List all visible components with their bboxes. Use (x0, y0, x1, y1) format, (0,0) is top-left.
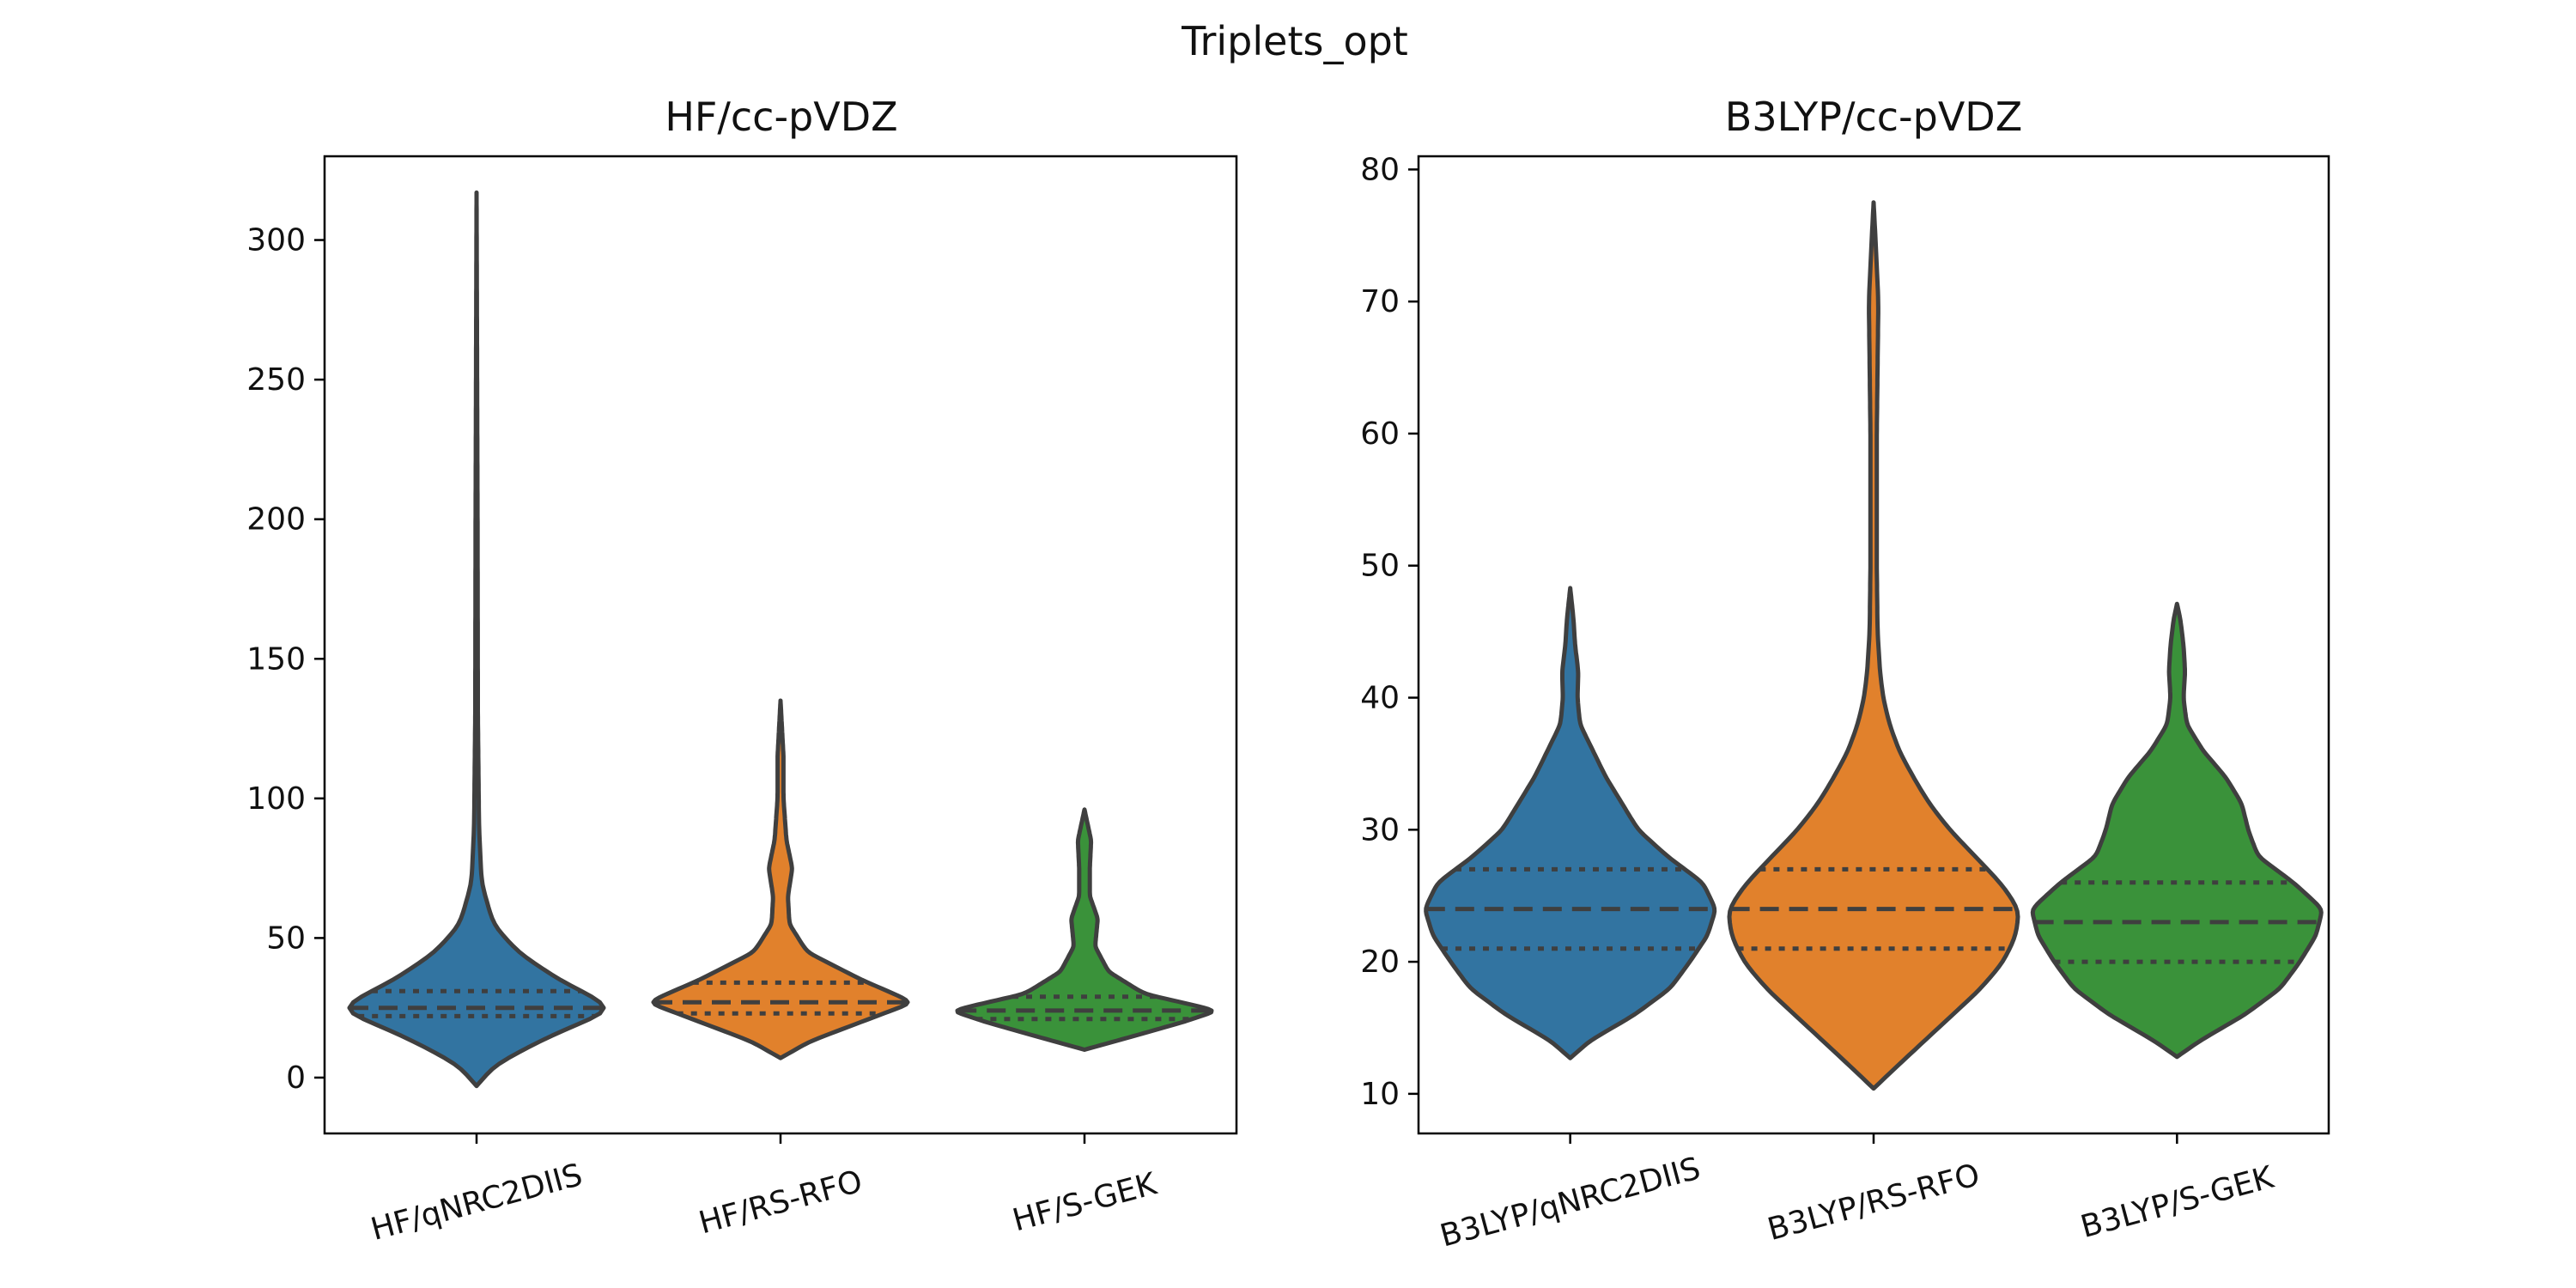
figure-title: Triplets_opt (1181, 18, 1408, 64)
y-tick-label: 150 (246, 641, 306, 677)
y-tick-label: 10 (1360, 1077, 1400, 1112)
y-tick-label: 20 (1360, 945, 1400, 980)
y-tick-label: 250 (246, 362, 306, 398)
violin-b3lyp-s-gek (2030, 601, 2324, 1060)
violin-hf-rs-rfo (651, 698, 910, 1060)
y-tick-label: 300 (246, 223, 306, 258)
y-tick-label: 80 (1360, 152, 1400, 187)
violin-b3lyp-rs-rfo (1727, 200, 2020, 1091)
y-tick-label: 40 (1360, 681, 1400, 716)
y-tick-label: 0 (286, 1060, 306, 1096)
y-tick-label: 30 (1360, 812, 1400, 848)
y-tick-label: 50 (1360, 549, 1400, 584)
y-tick-label: 200 (246, 502, 306, 538)
violin-hf-s-gek (955, 807, 1214, 1052)
panel-hf-title: HF/cc-pVDZ (665, 94, 897, 140)
y-tick-label: 70 (1360, 284, 1400, 319)
y-tick-label: 100 (246, 781, 306, 817)
violin-b3lyp-qnrc2diis (1424, 586, 1717, 1060)
panel-b3lyp-title: B3LYP/cc-pVDZ (1725, 94, 2022, 140)
y-tick-label: 60 (1360, 416, 1400, 452)
violin-hf-qnrc2diis (347, 190, 606, 1089)
y-tick-label: 50 (266, 920, 306, 956)
